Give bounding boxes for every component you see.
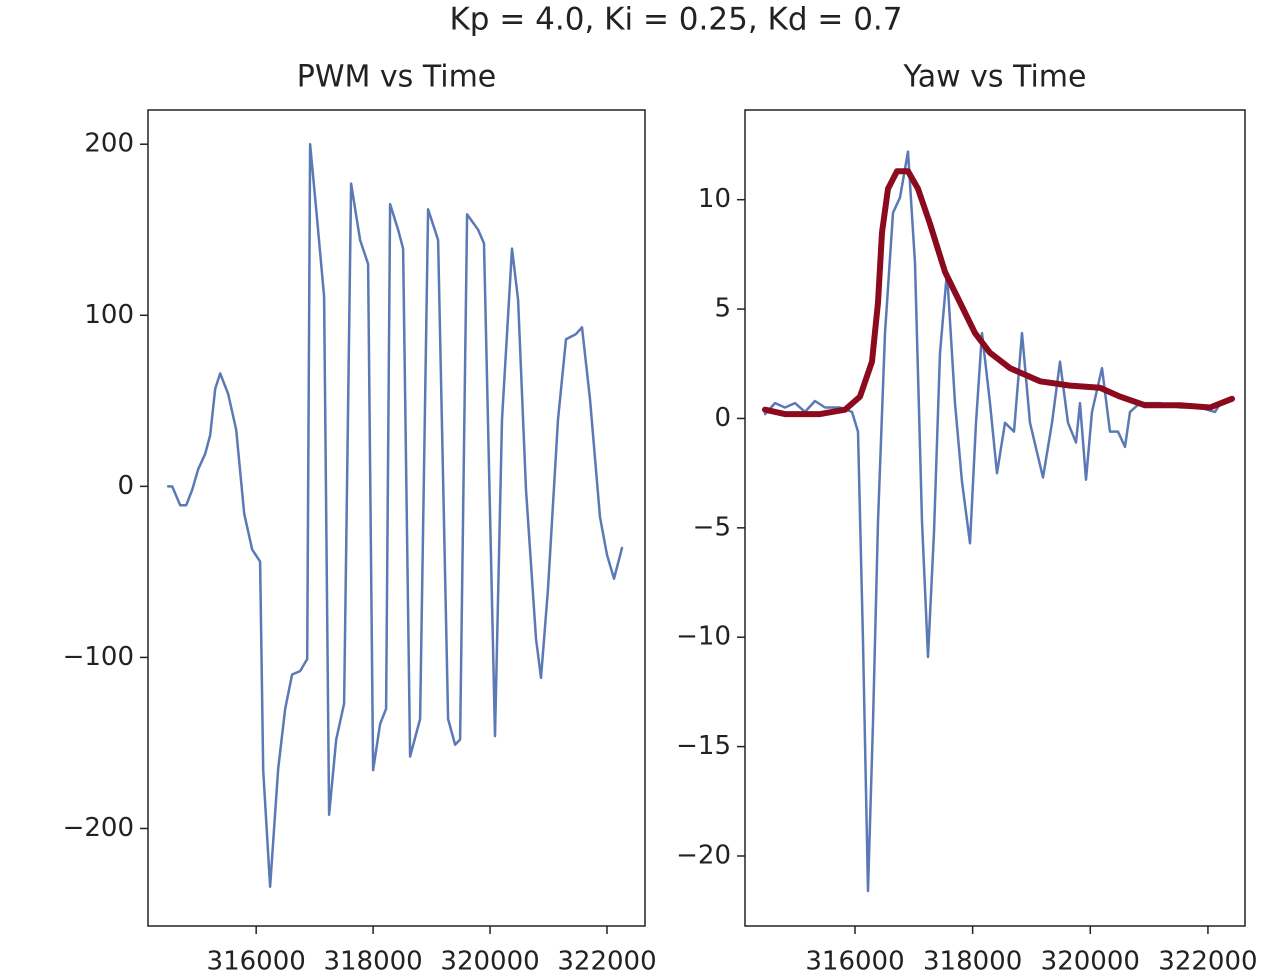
x-tick-label: 320000 (440, 947, 539, 977)
x-tick-label: 320000 (1041, 947, 1140, 977)
x-tick-label: 316000 (207, 947, 306, 977)
y-tick-label: −5 (693, 512, 731, 542)
y-tick-label: 10 (698, 184, 731, 214)
x-tick-label: 316000 (805, 947, 904, 977)
figure-title: Kp = 4.0, Ki = 0.25, Kd = 0.7 (449, 2, 902, 38)
y-tick-label: −200 (63, 813, 134, 843)
line-series (762, 168, 1235, 418)
y-tick-label: 0 (117, 471, 134, 501)
y-tick-label: −20 (676, 840, 731, 870)
axes-frame (147, 109, 646, 927)
y-tick-label: 100 (84, 300, 134, 330)
subplot-title: Yaw vs Time (903, 60, 1087, 95)
x-tick-label: 322000 (557, 947, 656, 977)
x-tick-label: 322000 (1158, 947, 1257, 977)
y-tick-label: 5 (714, 294, 731, 324)
subplot-title: PWM vs Time (297, 60, 497, 95)
y-tick-label: −15 (676, 731, 731, 761)
y-tick-label: −10 (676, 622, 731, 652)
y-tick-label: 0 (714, 403, 731, 433)
x-tick-label: 318000 (923, 947, 1022, 977)
y-tick-label: 200 (84, 129, 134, 159)
line-series (166, 142, 624, 888)
axes-frame (744, 109, 1246, 927)
x-tick-label: 318000 (323, 947, 422, 977)
y-tick-label: −100 (63, 642, 134, 672)
line-series (763, 150, 1234, 893)
